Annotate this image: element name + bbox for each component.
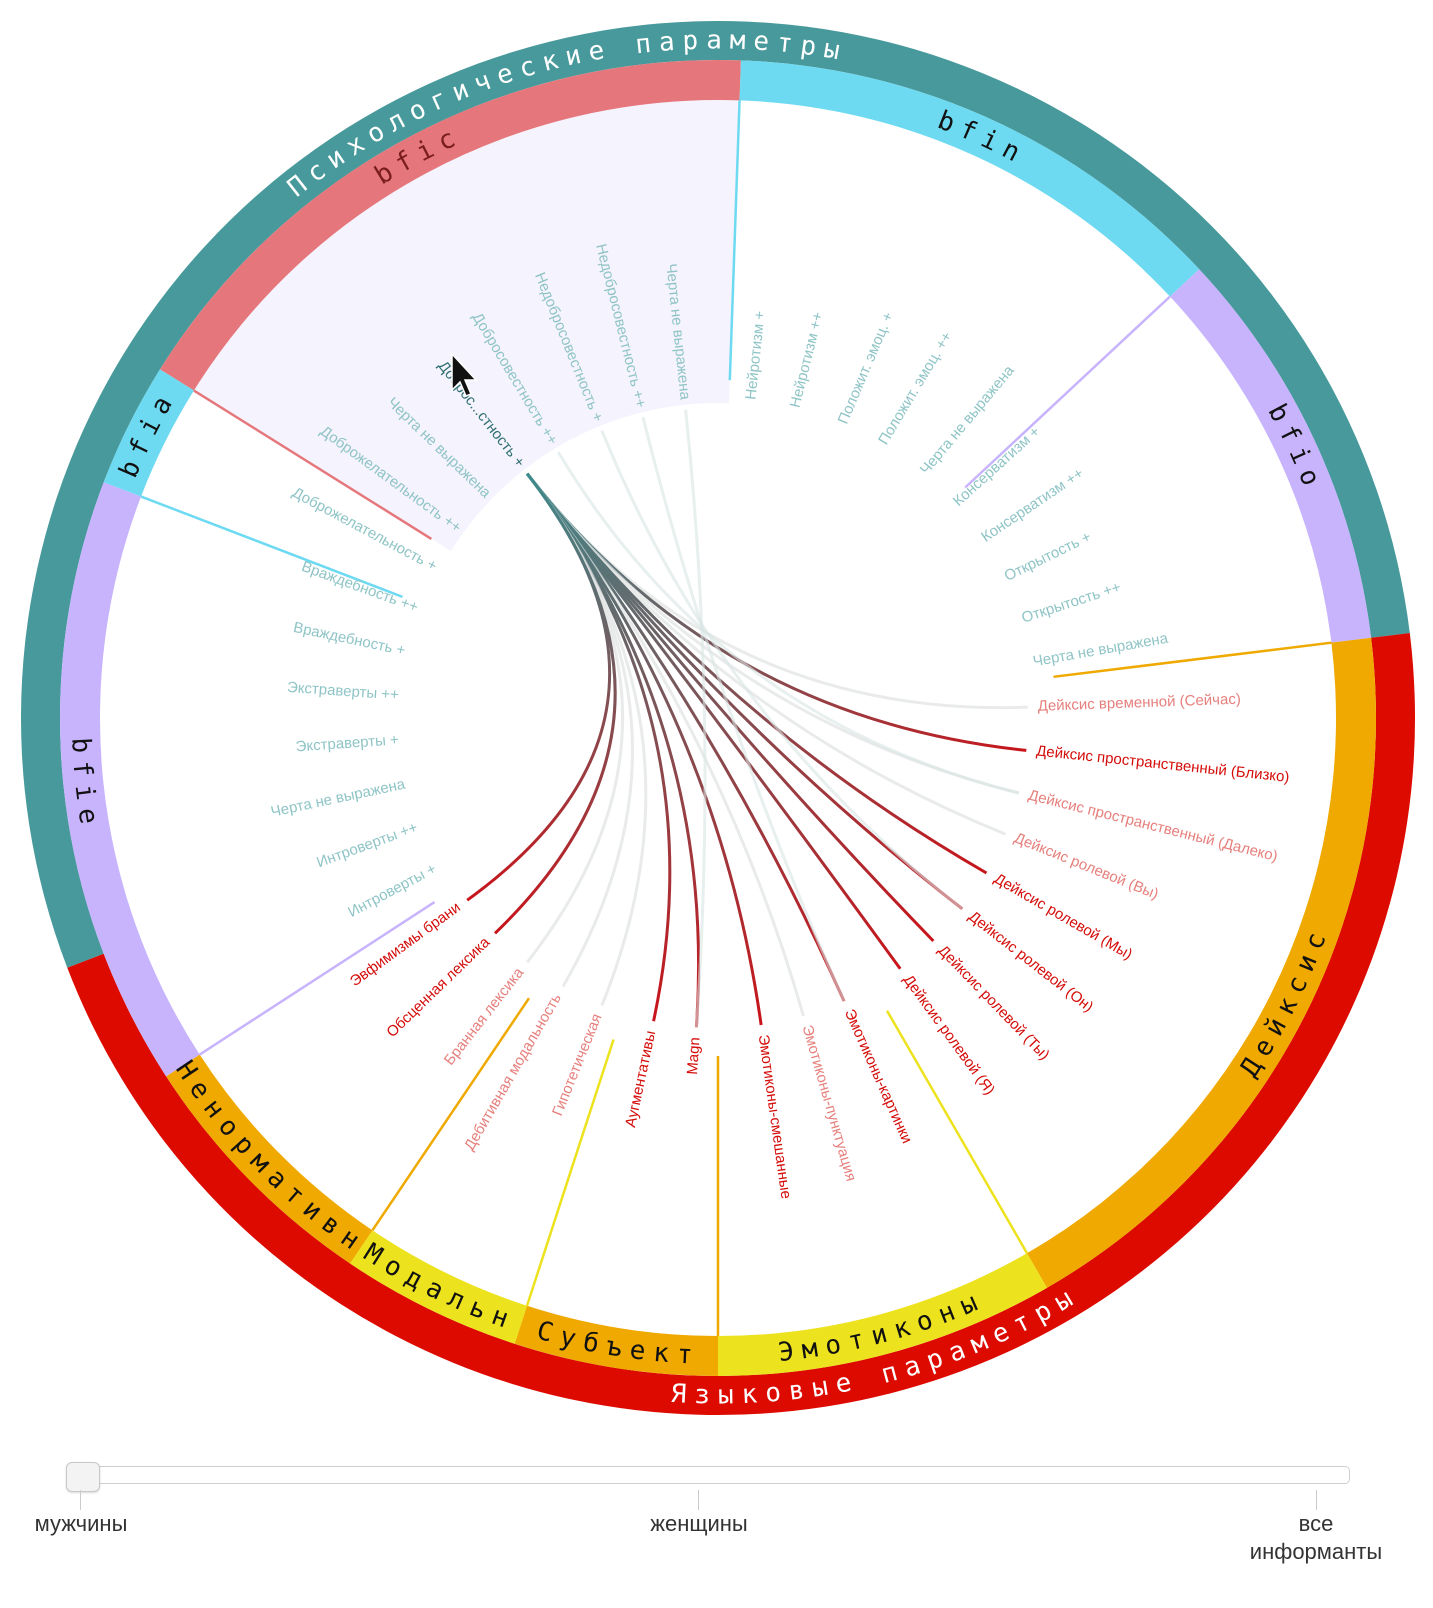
node-label-дейксис-временной-сейчас[interactable]: Дейксис временной (Сейчас) [1037, 691, 1241, 715]
link-эвфимизмы-брани [466, 472, 612, 902]
group-divider [199, 901, 436, 1056]
highlight-sector-layer [193, 99, 740, 552]
node-label-эмотиконы-картинки[interactable]: Эмотиконы-картинки [841, 1007, 916, 1146]
faint-link-дебитивная-модальность [525, 472, 634, 988]
group-arc-bfin[interactable] [739, 60, 1200, 297]
node-label-враждебность[interactable]: Враждебность ++ [299, 558, 420, 616]
group-arc-модальн[interactable] [350, 1230, 528, 1344]
faint-link-эмотиконы-пунктуация [525, 472, 805, 1017]
node-label-экстраверты[interactable]: Экстраверты + [295, 731, 399, 755]
group-arc-эмотиконы[interactable] [718, 1253, 1047, 1376]
group-arc-bfic[interactable] [159, 60, 741, 391]
slider-label-men[interactable]: мужчины [34, 1511, 128, 1536]
group-divider [728, 100, 741, 381]
node-label-враждебность[interactable]: Враждебность + [292, 619, 407, 659]
node-label-дейксис-пространственный-близко[interactable]: Дейксис пространственный (Близко) [1035, 742, 1290, 786]
link-magn [525, 472, 701, 1028]
node-label-экстраверты[interactable]: Экстраверты ++ [286, 679, 399, 704]
mouse-cursor-icon [451, 352, 478, 397]
cursor-layer [451, 352, 478, 397]
node-label-открытость[interactable]: Открытость + [1002, 528, 1094, 585]
group-divider [193, 389, 433, 540]
slider-track[interactable] [66, 1466, 1350, 1484]
group-divider [371, 997, 531, 1232]
group-arc-дейксис[interactable] [1027, 637, 1376, 1288]
divider-layer [140, 100, 1332, 1336]
slider-tick-middle [698, 1490, 699, 1510]
links-layer [466, 409, 1028, 1028]
active-group-sector [193, 99, 740, 552]
context-link [684, 409, 707, 1028]
node-label-положит-эмоц[interactable]: Положит. эмоц. + [835, 309, 898, 426]
node-label-нейротизм[interactable]: Нейротизм ++ [787, 310, 827, 409]
slider-tick-left [80, 1490, 81, 1510]
slider-label-women[interactable]: женщины [650, 1511, 748, 1536]
node-label-magn[interactable]: Magn [684, 1037, 704, 1076]
link-эмотиконы-картинки [525, 472, 846, 1002]
slider-handle[interactable] [66, 1462, 100, 1492]
context-link [641, 416, 846, 1002]
node-label-аугментативы[interactable]: Аугментативы [622, 1029, 659, 1129]
node-label-положит-эмоц[interactable]: Положит. эмоц. ++ [875, 329, 956, 448]
group-arc-субъект[interactable] [514, 1305, 718, 1376]
node-label-интроверты[interactable]: Интроверты + [345, 860, 439, 921]
group-divider [964, 295, 1171, 489]
node-label-эмотиконы-смешанные[interactable]: Эмотиконы-смешанные [755, 1034, 795, 1200]
group-divider [140, 495, 403, 599]
node-label-эмотиконы-пунктуация[interactable]: Эмотиконы-пунктуация [799, 1023, 860, 1183]
slider-tick-right [1316, 1490, 1317, 1510]
node-label-интроверты[interactable]: Интроверты ++ [314, 819, 420, 871]
node-label-нейротизм[interactable]: Нейротизм + [742, 310, 768, 401]
group-arc-bfia[interactable] [103, 369, 194, 497]
group-divider [885, 1010, 1029, 1254]
node-label-гипотетическая[interactable]: Гипотетическая [549, 1011, 605, 1118]
group-divider [525, 1039, 615, 1307]
group-arc-ненормативн[interactable] [166, 1054, 373, 1264]
group-arc-bfio[interactable] [1169, 269, 1372, 643]
group-arc-bfie[interactable] [59, 482, 200, 1077]
context-link [557, 451, 1020, 795]
outer-arc-языковые-параметры[interactable] [67, 633, 1416, 1415]
group-divider [1053, 641, 1332, 679]
node-label-черта-не-выражена[interactable]: Черта не выражена [269, 776, 407, 821]
slider-label-all[interactable]: все информанты [1249, 1511, 1383, 1564]
node-label-открытость[interactable]: Открытость ++ [1020, 579, 1124, 627]
gender-slider[interactable]: мужчины женщины все информанты [35, 1462, 1382, 1582]
context-link [600, 430, 964, 911]
